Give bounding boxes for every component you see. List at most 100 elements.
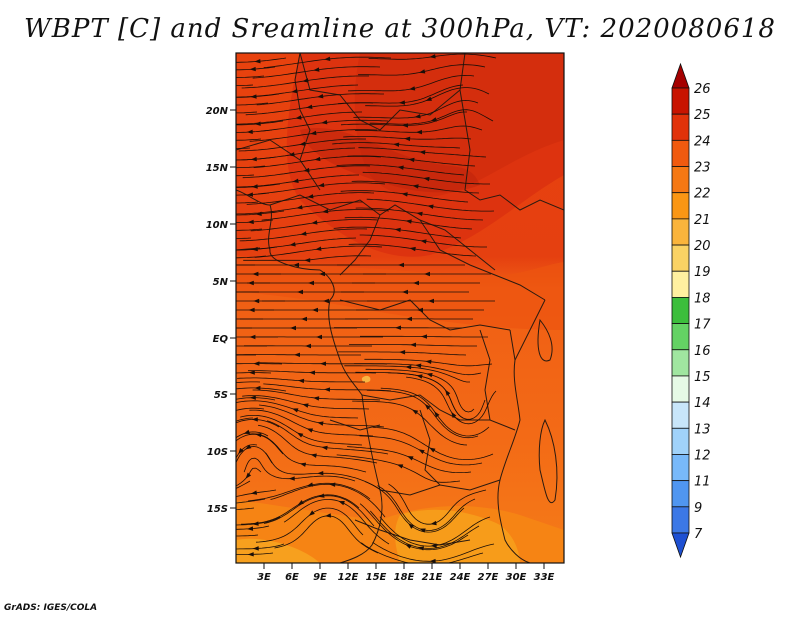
streamline — [236, 381, 261, 384]
colorbar-label: 7 — [694, 527, 703, 542]
colorbar-swatch — [671, 401, 690, 429]
streamline-arrow — [304, 258, 311, 263]
lon-tick: 3E — [257, 563, 271, 583]
streamline-arrow — [288, 152, 295, 157]
streamline-arrow — [297, 289, 303, 295]
colorbar-label: 21 — [694, 213, 711, 228]
lat-tick: 15N — [206, 163, 236, 174]
lon-tick: 27E — [478, 563, 499, 583]
streamline-arrow — [314, 156, 321, 162]
streamline-arrow — [293, 262, 299, 268]
colorbar-swatch — [671, 480, 690, 508]
colorbar-label: 15 — [694, 370, 711, 385]
streamline-arrow — [408, 523, 415, 529]
streamline — [236, 480, 251, 489]
streamline-arrow — [317, 421, 324, 426]
streamline — [236, 111, 258, 114]
streamline-arrow — [413, 280, 419, 286]
streamline-arrow — [296, 205, 303, 210]
colorbar-swatch — [671, 244, 690, 272]
streamline-arrow — [243, 429, 250, 434]
streamline-arrow — [313, 396, 320, 401]
streamline-arrow — [396, 464, 404, 469]
streamline-arrow — [306, 482, 314, 487]
streamline-arrow — [302, 78, 309, 83]
lon-tick: 12E — [338, 563, 359, 583]
streamline-arrow — [322, 209, 329, 214]
streamline-arrow — [397, 165, 404, 170]
colorbar-label: 13 — [694, 422, 711, 437]
lon-tick: 18E — [394, 563, 415, 583]
streamline-arrow — [254, 121, 261, 126]
streamline-arrow — [308, 280, 314, 286]
colorbar-swatch — [671, 166, 690, 194]
streamline-arrow — [247, 552, 254, 557]
colorbar-swatch — [671, 506, 690, 534]
streamline-arrow — [297, 500, 304, 506]
streamline-arrow — [309, 370, 316, 375]
lat-tick-label: 5S — [214, 390, 228, 401]
footer-credit: GrADS: IGES/COLA — [4, 603, 98, 613]
streamline-arrow — [430, 117, 437, 122]
streamline-arrow — [252, 546, 259, 551]
streamline-arrow — [305, 343, 312, 349]
streamline-arrow — [245, 444, 252, 450]
wbpt-25-region — [354, 53, 564, 198]
streamline-arrow — [252, 271, 259, 277]
streamline-arrow — [402, 289, 408, 295]
streamline-arrow — [402, 123, 409, 128]
streamline-arrow — [288, 476, 295, 481]
streamline-arrow — [430, 543, 437, 548]
streamline-arrow — [405, 219, 412, 224]
streamline-arrow — [307, 194, 314, 199]
streamline-arrow — [405, 365, 412, 370]
colorbar-swatch — [671, 139, 690, 167]
lon-tick-label: 27E — [478, 572, 499, 583]
streamline — [236, 75, 265, 78]
colorbar-label: 19 — [694, 265, 711, 280]
streamline-arrow — [329, 482, 336, 487]
colorbar-swatch — [671, 454, 690, 482]
streamline — [236, 237, 252, 239]
colorbar-label: 23 — [694, 161, 711, 176]
colorbar-label: 20 — [694, 239, 711, 254]
colorbar-swatch — [671, 349, 690, 377]
streamline-arrow — [424, 271, 430, 277]
streamline-arrow — [255, 211, 262, 216]
streamline-arrow — [253, 298, 260, 304]
streamline-arrow — [290, 325, 296, 331]
streamline-arrow — [313, 67, 320, 72]
streamline-arrow — [250, 156, 257, 162]
streamline-arrow — [418, 69, 426, 74]
streamline-arrow — [411, 409, 419, 415]
streamline-arrow — [324, 387, 331, 392]
lat-tick-label: 10S — [207, 447, 228, 458]
streamline-arrow — [429, 447, 436, 453]
streamline-arrow — [247, 219, 254, 225]
streamline-arrow — [251, 417, 258, 422]
colorbar-label: 25 — [694, 108, 711, 123]
streamline-arrow — [393, 142, 400, 147]
streamline-arrow — [414, 114, 421, 119]
streamline-arrow — [310, 130, 317, 136]
streamline-arrow — [249, 66, 256, 72]
colorbar-swatch — [671, 297, 690, 324]
streamline-arrow — [395, 325, 402, 330]
streamline-arrow — [251, 184, 258, 189]
streamline-arrow — [318, 182, 325, 188]
streamline-arrow — [249, 395, 256, 400]
streamline-arrow — [316, 334, 322, 340]
streamline-arrow — [338, 501, 345, 506]
streamline-arrows — [238, 54, 457, 563]
colorbar-label: 9 — [694, 501, 702, 516]
streamline-arrow — [238, 447, 244, 455]
streamline-arrow — [429, 54, 436, 59]
lat-tick: 15S — [207, 504, 236, 515]
colorbar-swatch — [671, 270, 690, 298]
lat-tick: 10N — [206, 220, 236, 231]
lat-tick-label: 15S — [207, 504, 228, 515]
streamline-arrow — [298, 378, 305, 384]
streamline-arrow — [401, 192, 408, 197]
streamline-arrow — [324, 513, 332, 518]
lon-tick: 33E — [534, 563, 555, 583]
